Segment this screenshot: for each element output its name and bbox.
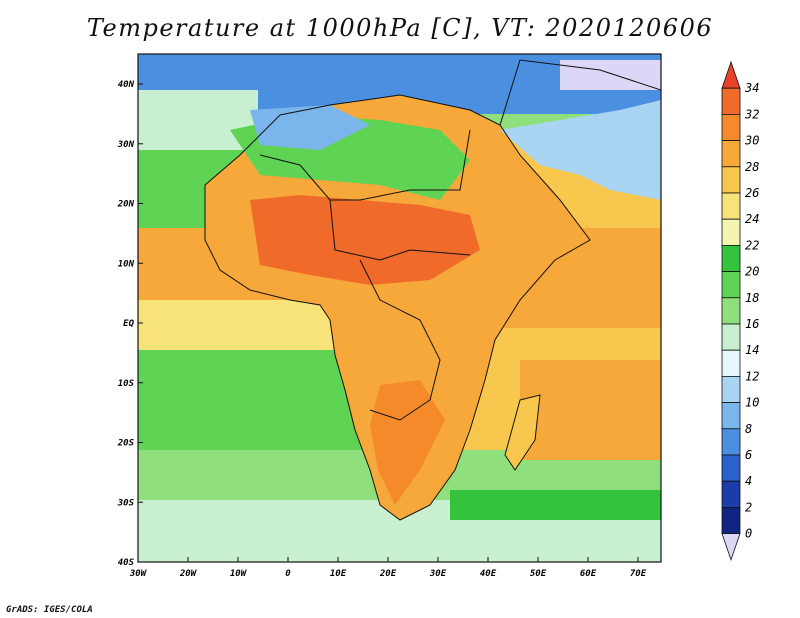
colorbar-segment — [721, 140, 741, 168]
maghreb-cool-zone — [250, 105, 370, 150]
lat-tick-label: 30S — [117, 498, 135, 508]
colorbar-label: 28 — [745, 160, 759, 174]
colorbar-segment — [721, 114, 741, 142]
colorbar-segment — [721, 375, 741, 403]
lat-tick-label: 20N — [117, 200, 135, 210]
colorbar-label: 22 — [745, 238, 759, 252]
madagascar — [505, 395, 540, 470]
colorbar-label: 34 — [744, 81, 759, 95]
colorbar-label: 16 — [745, 317, 759, 331]
colorbar-label: 32 — [744, 107, 759, 121]
colorbar-segment — [721, 349, 741, 377]
colorbar-segment — [721, 271, 741, 299]
lat-tick-label: 40S — [118, 558, 135, 568]
colorbar-segment — [721, 428, 741, 456]
indian-ocean-band — [520, 360, 661, 460]
lon-tick-label: 20E — [379, 569, 397, 579]
colorbar-segment — [721, 480, 741, 508]
lon-tick-label: 70E — [630, 569, 647, 579]
southern-africa-hot-zone — [370, 380, 445, 505]
colorbar-bottom-arrow — [721, 533, 741, 562]
colorbar-label: 6 — [745, 448, 752, 462]
lon-tick-label: 60E — [580, 569, 597, 579]
lat-tick-label: 30N — [117, 140, 135, 150]
lon-tick-label: 40E — [480, 569, 497, 579]
lat-tick-label: 10N — [118, 259, 135, 269]
colorbar-segment — [721, 192, 741, 220]
colorbar-segment — [721, 244, 741, 272]
lon-tick-label: 50E — [530, 569, 547, 579]
colorbar-label: 8 — [745, 422, 752, 436]
colorbar-label: 2 — [745, 500, 752, 514]
lon-tick-label: 0 — [285, 569, 291, 579]
map-frame — [137, 53, 662, 563]
colorbar-segment — [721, 506, 741, 534]
lon-tick-label: 20W — [179, 569, 198, 579]
indian-south-band — [450, 490, 661, 520]
colorbar-segment — [721, 87, 741, 115]
country-borders — [204, 59, 661, 521]
colorbar-segment — [721, 166, 741, 194]
colorbar-segment — [721, 323, 741, 351]
colorbar-label: 24 — [745, 212, 759, 226]
latitude-axis: 40N 30N 20N 10N EQ 10S 20S 30S 40S — [117, 80, 143, 568]
lat-tick-label: 20S — [117, 439, 135, 449]
lon-tick-label: 10E — [330, 569, 347, 579]
colorbar-label: 0 — [745, 527, 752, 541]
longitude-axis: 30W 20W 10W 0 10E 20E 30E 40E 50E 60E 70E — [129, 557, 647, 579]
map-plot-area — [138, 54, 661, 562]
colorbar-label: 20 — [745, 265, 759, 279]
grads-credit: GrADS: IGES/COLA — [6, 605, 93, 615]
colorbar-label: 30 — [744, 134, 759, 148]
south-atlantic-band — [138, 350, 368, 460]
arabia-cool-zone — [500, 100, 661, 200]
lat-tick-label: EQ — [123, 319, 134, 329]
lat-tick-label: 40N — [118, 80, 135, 90]
colorbar-label: 4 — [745, 474, 752, 488]
colorbar-label: 10 — [745, 396, 759, 410]
colorbar-label: 26 — [745, 186, 759, 200]
lon-tick-label: 30W — [129, 569, 148, 579]
colorbar-label: 14 — [745, 343, 759, 357]
lon-tick-label: 30E — [429, 569, 447, 579]
colorbar-segment — [721, 297, 741, 325]
colorbar-segment — [721, 218, 741, 246]
colorbar-segment — [721, 402, 741, 430]
lon-tick-label: 10W — [230, 569, 248, 579]
colorbar-segment — [721, 454, 741, 482]
sahel-hot-zone — [250, 195, 480, 285]
colorbar-label: 12 — [745, 369, 759, 383]
lat-tick-label: 10S — [118, 379, 135, 389]
colorbar-top-arrow — [721, 60, 741, 89]
colorbar-label: 18 — [745, 291, 759, 305]
map-title: Temperature at 1000hPa [C], VT: 20201206… — [86, 14, 714, 42]
